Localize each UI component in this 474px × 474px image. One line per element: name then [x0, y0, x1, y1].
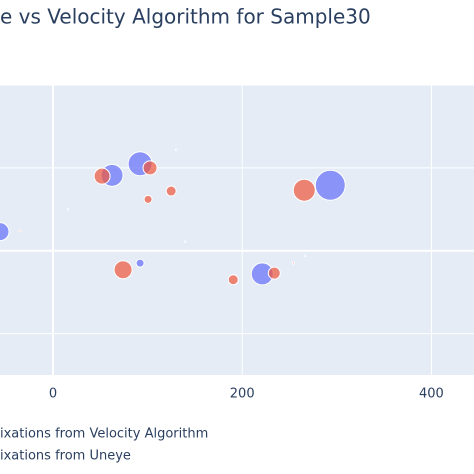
- x-tick-label: 0: [49, 387, 57, 402]
- bubble: [183, 240, 187, 243]
- bubble: [292, 178, 316, 202]
- x-tick-label: 200: [230, 387, 255, 402]
- bubble: [314, 169, 346, 201]
- chart-title: e vs Velocity Algorithm for Sample30: [0, 5, 371, 29]
- plot-area: [0, 85, 474, 375]
- bubble: [113, 260, 133, 280]
- bubble: [143, 194, 153, 204]
- bubble: [267, 266, 281, 280]
- bubble: [174, 148, 178, 151]
- bubble: [0, 222, 10, 242]
- bubble: [135, 258, 145, 268]
- legend-label: ixations from Uneye: [0, 449, 131, 464]
- legend-label: ixations from Velocity Algorithm: [0, 427, 208, 442]
- bubble: [66, 207, 70, 211]
- bubble: [291, 261, 295, 265]
- bubble: [165, 185, 177, 197]
- bubble: [93, 167, 111, 185]
- bubble: [304, 254, 307, 257]
- x-tick-label: 400: [419, 387, 444, 402]
- bubble: [18, 229, 22, 233]
- bubble: [142, 160, 158, 176]
- bubble: [227, 274, 239, 286]
